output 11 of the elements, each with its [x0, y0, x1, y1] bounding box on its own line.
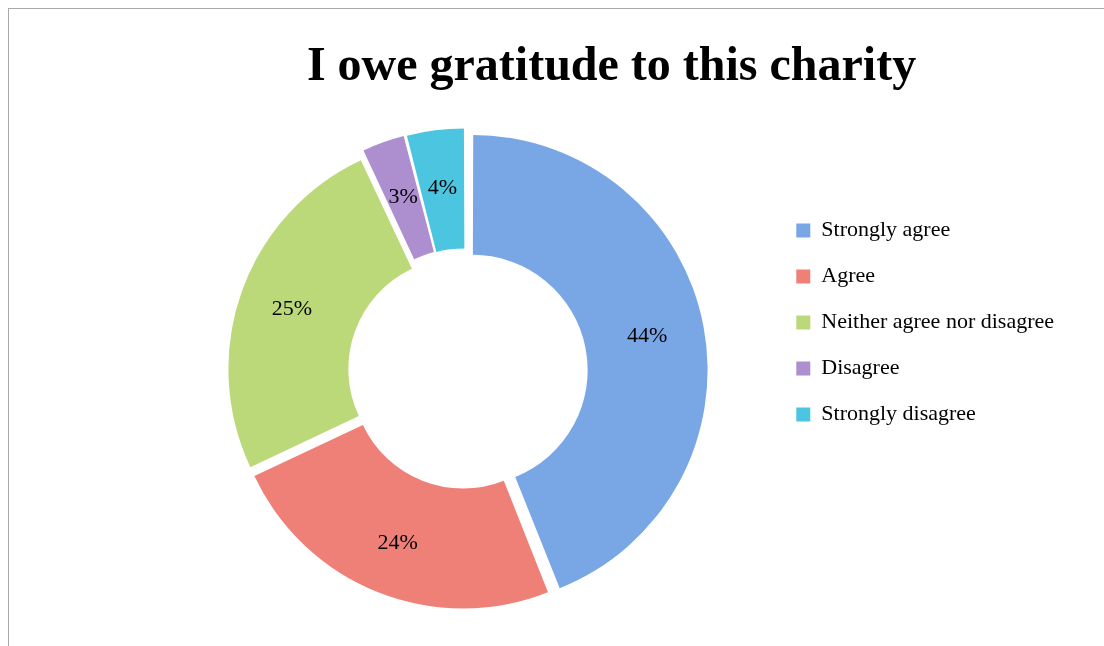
legend-label: Disagree: [821, 354, 900, 380]
chart-title: I owe gratitude to this charity: [306, 37, 917, 91]
legend-label: Neither agree nor disagree: [821, 308, 1055, 334]
data-label: 3%: [388, 183, 418, 209]
data-label: 44%: [626, 322, 668, 348]
legend-label: Agree: [821, 262, 876, 288]
legend-label: Strongly disagree: [821, 400, 976, 426]
legend-label: Strongly agree: [821, 216, 951, 242]
data-label: 4%: [427, 173, 458, 199]
data-label: 24%: [377, 528, 418, 554]
data-label: 25%: [271, 294, 313, 320]
